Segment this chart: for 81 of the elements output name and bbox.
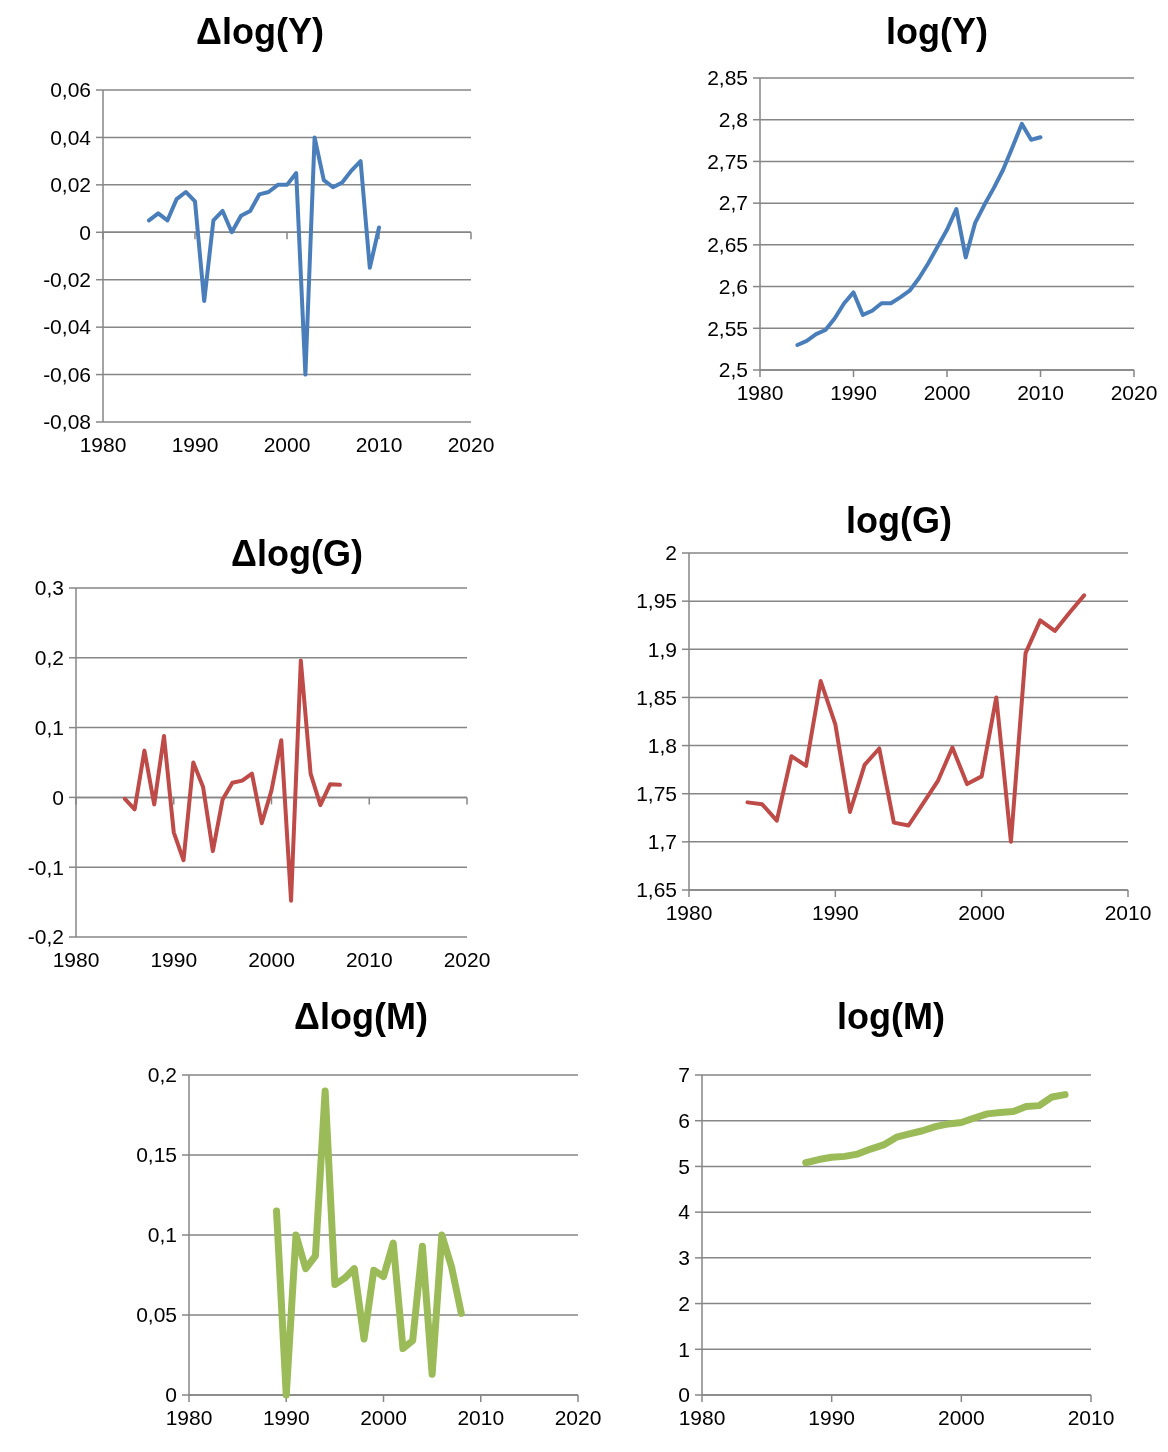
chart-title: log(Y) — [886, 11, 988, 52]
x-tick-label: 2010 — [1104, 901, 1152, 924]
y-tick-label: 1,95 — [636, 589, 677, 613]
y-tick-label: 2,8 — [718, 108, 748, 132]
x-tick-label: 1980 — [665, 901, 713, 924]
y-tick-label: 0,04 — [50, 125, 92, 149]
chart-title: Δlog(Y) — [196, 11, 324, 52]
y-tick-label: 2,75 — [707, 149, 748, 173]
x-tick-label: 1990 — [808, 1406, 856, 1429]
x-tick-label: 1990 — [830, 381, 877, 404]
y-tick-label: 1,9 — [647, 637, 677, 661]
y-tick-label: 2,65 — [707, 233, 748, 257]
y-tick-label: 1 — [678, 1337, 690, 1361]
y-tick-label: 1,7 — [647, 830, 677, 854]
chart-title: Δlog(M) — [294, 996, 428, 1037]
x-tick-label: 1980 — [52, 948, 100, 971]
y-tick-label: 3 — [678, 1246, 690, 1270]
y-tick-label: 4 — [678, 1200, 691, 1224]
chart-title: log(M) — [837, 996, 945, 1037]
line-series — [745, 593, 1087, 844]
y-tick-label: 0 — [165, 1383, 177, 1407]
x-tick-label: 2000 — [360, 1406, 407, 1429]
x-tick-label: 1980 — [736, 381, 784, 404]
x-tick-label: 1990 — [811, 901, 859, 924]
x-tick-label: 2020 — [1110, 381, 1158, 404]
y-tick-label: 0,3 — [34, 576, 64, 600]
y-tick-label: 2,85 — [707, 66, 748, 90]
line-series — [795, 121, 1043, 347]
y-tick-label: 1,65 — [636, 878, 677, 902]
x-tick-label: 2000 — [937, 1406, 985, 1429]
y-tick-label: 2,5 — [718, 358, 748, 382]
x-tick-label: 1980 — [79, 433, 127, 456]
y-tick-label: 0,05 — [136, 1303, 177, 1327]
x-tick-label: 2020 — [443, 948, 491, 971]
y-tick-label: -0,02 — [43, 268, 91, 292]
x-tick-label: 2000 — [923, 381, 971, 404]
y-tick-label: 1,8 — [647, 733, 677, 757]
x-tick-label: 1990 — [171, 433, 219, 456]
y-tick-label: -0,04 — [43, 315, 92, 339]
x-tick-label: 2010 — [457, 1406, 505, 1429]
x-tick-label: 1990 — [150, 948, 198, 971]
chart-title: Δlog(G) — [231, 533, 363, 574]
x-tick-label: 2020 — [447, 433, 495, 456]
y-tick-label: 2,7 — [718, 191, 748, 215]
y-tick-label: 0,2 — [147, 1063, 177, 1087]
y-tick-label: 2,55 — [707, 316, 748, 340]
x-tick-label: 1980 — [678, 1406, 726, 1429]
y-tick-label: 2 — [665, 541, 677, 565]
y-tick-label: 0,1 — [34, 715, 64, 739]
x-tick-label: 2010 — [355, 433, 403, 456]
y-tick-label: -0,1 — [27, 855, 64, 879]
y-tick-label: 0,06 — [50, 78, 91, 102]
x-tick-label: 2010 — [345, 948, 393, 971]
line-series — [122, 658, 342, 903]
y-tick-label: 6 — [678, 1109, 690, 1133]
x-tick-label: 2000 — [958, 901, 1006, 924]
y-tick-label: 5 — [678, 1154, 690, 1178]
y-tick-label: 0 — [79, 220, 91, 244]
x-tick-label: 2010 — [1017, 381, 1064, 404]
x-tick-label: 2020 — [554, 1406, 602, 1429]
line-series — [147, 135, 381, 377]
y-tick-label: 2,6 — [718, 274, 748, 298]
y-tick-label: 0 — [678, 1383, 690, 1407]
y-tick-label: -0,08 — [43, 410, 91, 434]
y-tick-label: 0 — [52, 785, 64, 809]
y-tick-label: -0,06 — [43, 362, 91, 386]
chart-title: log(G) — [846, 500, 952, 541]
y-tick-label: 7 — [678, 1063, 690, 1087]
x-tick-label: 2010 — [1067, 1406, 1115, 1429]
y-tick-label: 0,1 — [147, 1223, 177, 1247]
y-tick-label: 2 — [678, 1291, 690, 1315]
y-tick-label: 1,75 — [636, 782, 677, 806]
x-tick-label: 2000 — [263, 433, 311, 456]
y-tick-label: 1,85 — [636, 685, 677, 709]
y-tick-label: 0,2 — [34, 646, 64, 670]
y-tick-label: 0,15 — [136, 1143, 177, 1167]
x-tick-label: 1980 — [165, 1406, 213, 1429]
y-tick-label: 0,02 — [50, 173, 91, 197]
x-tick-label: 2000 — [248, 948, 295, 971]
y-tick-label: -0,2 — [27, 925, 64, 949]
x-tick-label: 1990 — [262, 1406, 310, 1429]
